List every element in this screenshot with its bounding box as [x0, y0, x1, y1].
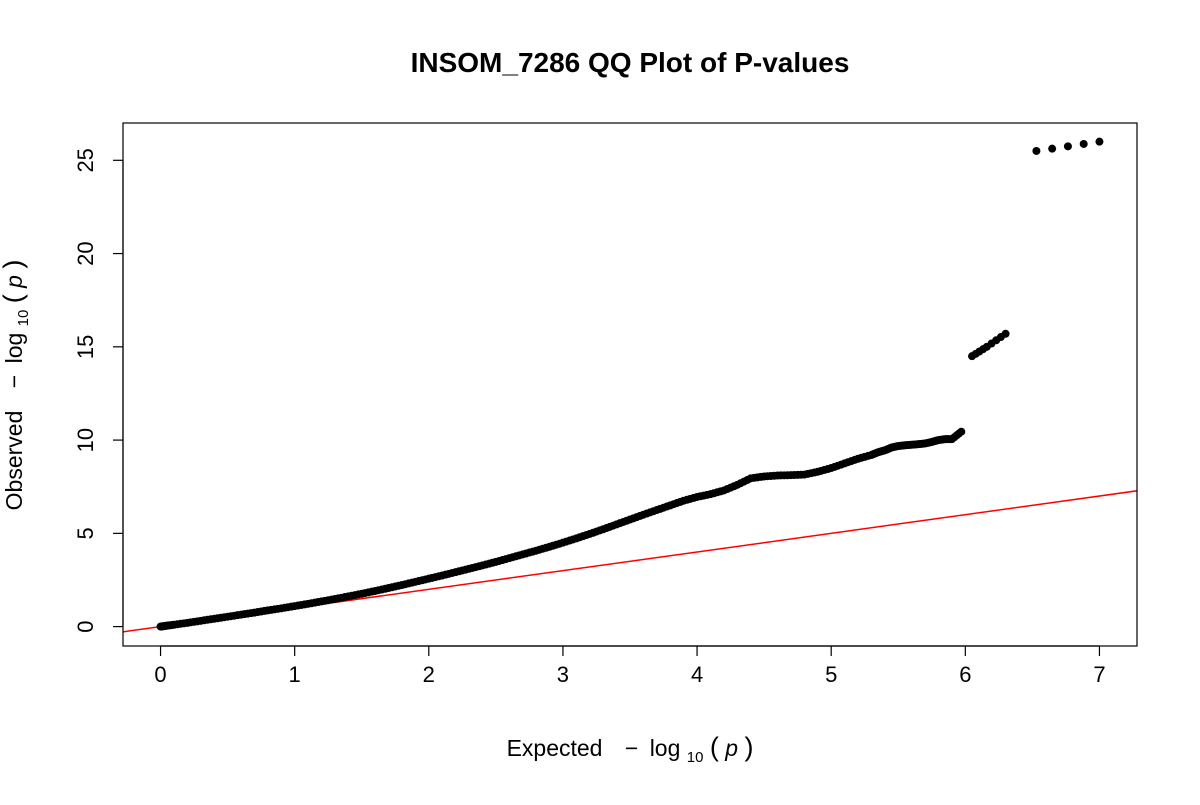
y-tick-label: 25 [73, 148, 98, 172]
y-axis-label-open-paren: ( [0, 294, 28, 303]
plot-area [123, 137, 1137, 633]
x-axis-label-log: log [650, 735, 681, 761]
y-tick-label: 15 [73, 335, 98, 359]
y-axis-label-log: log [1, 333, 27, 364]
data-point [1095, 137, 1104, 146]
x-axis-label-minus: − [625, 735, 638, 761]
x-tick-label: 2 [423, 662, 435, 687]
y-tick-label: 10 [73, 428, 98, 452]
x-tick-label: 6 [959, 662, 971, 687]
x-tick-label: 4 [691, 662, 703, 687]
y-axis-label-variable: p [1, 275, 27, 289]
x-axis: 0 1 2 3 4 5 6 7 [154, 645, 1106, 687]
x-tick-label: 0 [154, 662, 166, 687]
data-points [156, 137, 1104, 631]
x-axis-label: Expected − log 10 ( p ) [507, 732, 754, 767]
x-tick-label: 7 [1093, 662, 1105, 687]
x-axis-label-variable: p [724, 735, 738, 761]
x-axis-label-prefix: Expected [507, 735, 603, 761]
x-axis-label-open-paren: ( [710, 732, 719, 762]
data-point-fill [1079, 139, 1088, 148]
y-axis-label-prefix: Observed [1, 411, 27, 511]
y-tick-label: 0 [73, 620, 98, 632]
x-axis-label-close-paren: ) [744, 732, 753, 762]
x-axis-label-subscript: 10 [687, 749, 704, 766]
chart-title: INSOM_7286 QQ Plot of P-values [411, 47, 850, 78]
data-point [957, 427, 966, 436]
data-point [1001, 329, 1010, 338]
x-tick-label: 1 [289, 662, 301, 687]
plot-frame [122, 122, 1138, 647]
data-point-fill [1048, 144, 1057, 153]
x-tick-label: 5 [825, 662, 837, 687]
data-point [1032, 146, 1041, 155]
data-point-fill [1063, 142, 1072, 151]
y-axis-label-minus: − [1, 375, 27, 388]
y-axis-label-subscript: 10 [15, 310, 32, 327]
x-tick-label: 3 [557, 662, 569, 687]
y-axis-label: Observed − log 10 ( p ) [0, 260, 33, 511]
y-axis: 0 5 10 15 20 25 [73, 148, 124, 633]
y-axis-label-close-paren: ) [0, 260, 28, 269]
y-tick-label: 20 [73, 241, 98, 265]
y-tick-label: 5 [73, 527, 98, 539]
